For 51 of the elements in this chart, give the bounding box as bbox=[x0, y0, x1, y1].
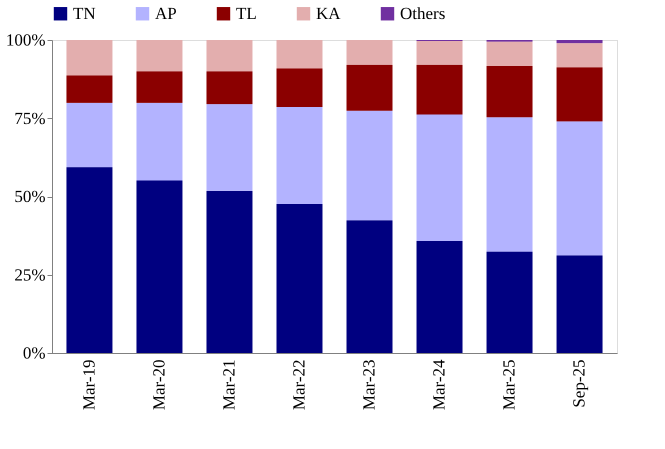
bar bbox=[276, 204, 322, 353]
bar bbox=[66, 75, 112, 103]
legend-label: KA bbox=[316, 4, 342, 23]
bar bbox=[416, 40, 463, 65]
bar bbox=[136, 102, 182, 181]
bar bbox=[136, 71, 182, 103]
bar bbox=[486, 117, 533, 252]
bar bbox=[556, 40, 603, 44]
y-tick-label: 100% bbox=[6, 30, 46, 50]
bar bbox=[556, 255, 603, 353]
bar bbox=[276, 106, 322, 204]
x-tick-label: Mar-21 bbox=[219, 360, 238, 410]
bar bbox=[346, 40, 393, 65]
x-tick-label: Mar-20 bbox=[149, 360, 168, 410]
y-tick-label: 75% bbox=[14, 108, 46, 128]
bar bbox=[346, 110, 393, 220]
bar bbox=[66, 40, 112, 76]
bar bbox=[556, 67, 603, 122]
bar bbox=[66, 167, 112, 353]
bar bbox=[416, 240, 463, 353]
bar bbox=[136, 180, 182, 353]
bar bbox=[416, 114, 463, 241]
bar bbox=[206, 71, 252, 104]
legend-label: TL bbox=[236, 4, 257, 23]
x-tick-label: Mar-24 bbox=[430, 359, 449, 410]
x-tick-label: Mar-23 bbox=[360, 360, 379, 410]
legend-label: AP bbox=[155, 4, 177, 23]
bar bbox=[66, 102, 112, 168]
bar bbox=[276, 68, 322, 107]
bar bbox=[276, 40, 322, 68]
legend-label: TN bbox=[73, 4, 96, 23]
bar bbox=[136, 40, 182, 72]
bar bbox=[206, 40, 252, 72]
y-tick-label: 0% bbox=[22, 344, 46, 362]
bar bbox=[486, 66, 533, 118]
bar bbox=[556, 43, 603, 68]
bar bbox=[206, 104, 252, 191]
x-tick-label: Mar-22 bbox=[289, 360, 308, 410]
legend-label: Others bbox=[400, 4, 446, 23]
bar bbox=[486, 42, 533, 66]
x-tick-label: Mar-25 bbox=[500, 360, 519, 410]
bar bbox=[346, 220, 393, 353]
y-tick-label: 50% bbox=[14, 187, 46, 206]
x-tick-label: Mar-19 bbox=[79, 360, 98, 410]
y-tick-label: 25% bbox=[14, 265, 46, 284]
bar bbox=[206, 190, 252, 353]
bar bbox=[416, 64, 463, 114]
bar bbox=[346, 64, 393, 111]
bar bbox=[556, 121, 603, 256]
x-tick-label: Sep-25 bbox=[570, 360, 589, 408]
bar bbox=[486, 252, 533, 353]
